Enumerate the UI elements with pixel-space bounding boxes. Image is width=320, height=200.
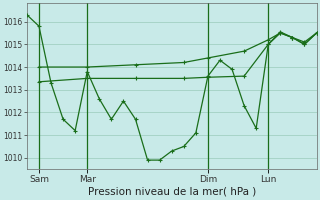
X-axis label: Pression niveau de la mer( hPa ): Pression niveau de la mer( hPa ) xyxy=(88,187,256,197)
